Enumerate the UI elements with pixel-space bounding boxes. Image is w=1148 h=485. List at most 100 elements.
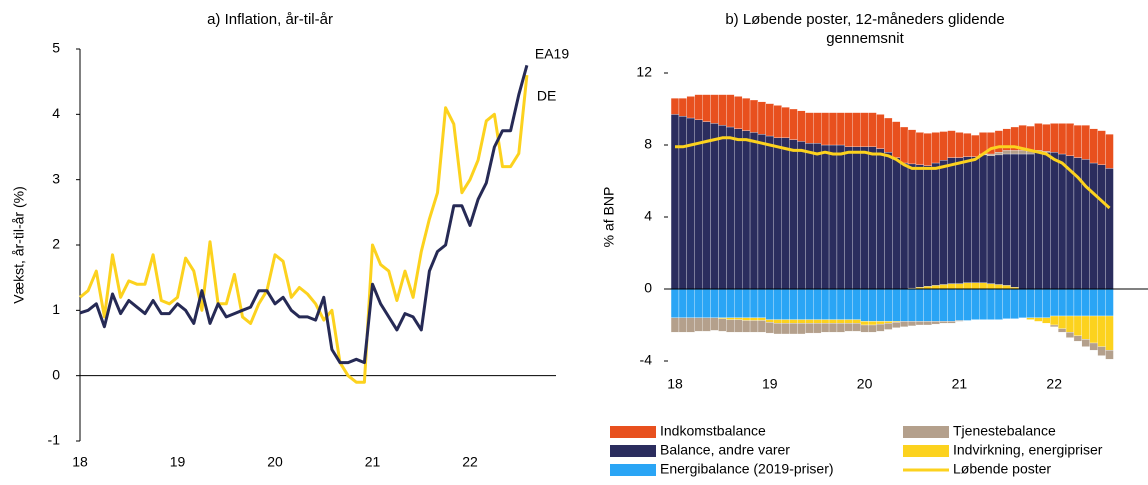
bar-segment xyxy=(710,94,719,124)
bar-segment xyxy=(1058,153,1067,290)
bar-segment xyxy=(1073,335,1082,342)
bar-segment xyxy=(765,319,774,323)
bar-segment xyxy=(1097,164,1106,290)
bar-segment xyxy=(1002,150,1011,155)
y-tick-label: -4 xyxy=(640,352,653,368)
legend-label: Indkomstbalance xyxy=(660,423,766,439)
bar-segment xyxy=(765,322,774,334)
bar-segment xyxy=(963,133,972,157)
bar-segment xyxy=(813,143,822,290)
bar-segment xyxy=(1089,288,1098,317)
bar-segment xyxy=(828,288,838,320)
bar-segment xyxy=(710,123,719,290)
bar-segment xyxy=(1097,288,1106,317)
bar-segment xyxy=(836,323,846,333)
bar-segment xyxy=(947,130,956,158)
bar-segment xyxy=(1034,317,1043,322)
bar-segment xyxy=(836,319,846,324)
bar-segment xyxy=(955,288,964,321)
x-tick-label: 18 xyxy=(667,376,683,392)
bar-segment xyxy=(939,288,948,322)
bar-segment xyxy=(892,157,901,290)
bar-segment xyxy=(1050,152,1059,290)
bar-segment xyxy=(939,284,948,290)
bar-segment xyxy=(813,319,822,324)
bar-segment xyxy=(1042,288,1051,318)
bar-segment xyxy=(836,288,846,320)
bar-segment xyxy=(947,321,956,324)
bar-segment xyxy=(931,321,940,325)
bar-segment xyxy=(884,152,893,290)
bar-segment xyxy=(955,132,964,158)
bar-segment xyxy=(1058,288,1067,317)
bar-segment xyxy=(1010,150,1019,155)
bar-segment xyxy=(1026,125,1035,152)
bar-segment xyxy=(670,98,680,115)
legend-label: Tjenestebalance xyxy=(953,423,1056,439)
y-axis-label: Vækst, år-til-år (%) xyxy=(11,186,27,303)
bar-segment xyxy=(742,317,751,321)
bar-segment xyxy=(907,288,917,322)
bar-segment xyxy=(852,319,861,324)
bar-segment xyxy=(868,324,877,333)
bar-segment xyxy=(884,117,893,153)
bar-segment xyxy=(1050,315,1059,326)
bar-segment xyxy=(955,157,964,284)
bar-segment xyxy=(734,288,743,318)
bar-segment xyxy=(797,288,806,320)
legend-swatch xyxy=(610,464,656,476)
bar-segment xyxy=(844,112,853,147)
bar-segment xyxy=(884,288,893,322)
bar-segment xyxy=(860,288,869,322)
bar-segment xyxy=(742,320,751,333)
bar-segment xyxy=(947,157,956,284)
bar-segment xyxy=(836,112,846,146)
bar-segment xyxy=(726,126,735,290)
bar-segment xyxy=(979,288,988,320)
bar-segment xyxy=(670,317,680,333)
bar-segment xyxy=(781,323,790,335)
bar-segment xyxy=(813,323,822,334)
bar-segment xyxy=(797,110,806,142)
line-series xyxy=(675,136,1111,210)
bar-segment xyxy=(781,107,790,138)
bar-segment xyxy=(797,323,806,335)
bar-segment xyxy=(1010,153,1019,288)
bar-segment xyxy=(1105,350,1114,360)
y-tick-label: 8 xyxy=(644,136,652,152)
bar-segment xyxy=(1042,124,1051,152)
x-tick-label: 22 xyxy=(1046,376,1062,392)
bar-segment xyxy=(1018,150,1027,155)
bar-segment xyxy=(986,288,996,320)
bar-segment xyxy=(971,134,980,157)
bar-segment xyxy=(852,288,861,320)
bar-segment xyxy=(892,288,901,322)
bar-segment xyxy=(1026,153,1035,290)
bar-segment xyxy=(1018,288,1027,318)
bar-segment xyxy=(868,146,877,290)
bar-segment xyxy=(1065,332,1075,338)
bar-segment xyxy=(852,146,861,290)
bar-segment xyxy=(915,132,925,165)
bar-segment xyxy=(986,155,996,284)
bar-segment xyxy=(805,143,814,290)
bar-segment xyxy=(844,323,853,332)
bar-segment xyxy=(742,98,751,131)
line-series xyxy=(79,74,529,384)
x-tick-label: 20 xyxy=(857,376,873,392)
y-tick-label: 4 xyxy=(644,208,652,224)
bar-segment xyxy=(686,96,695,119)
bar-segment xyxy=(1002,153,1011,286)
bar-segment xyxy=(1073,125,1082,158)
bar-segment xyxy=(892,322,901,328)
bar-segment xyxy=(773,319,782,324)
bar-segment xyxy=(789,323,798,335)
bar-segment xyxy=(686,288,695,318)
bar-segment xyxy=(844,146,853,290)
bar-segment xyxy=(734,319,743,333)
bar-segment xyxy=(852,323,861,332)
bar-segment xyxy=(947,288,956,322)
bar-segment xyxy=(1010,288,1019,319)
bar-segment xyxy=(1105,288,1114,317)
bar-segment xyxy=(749,99,759,133)
